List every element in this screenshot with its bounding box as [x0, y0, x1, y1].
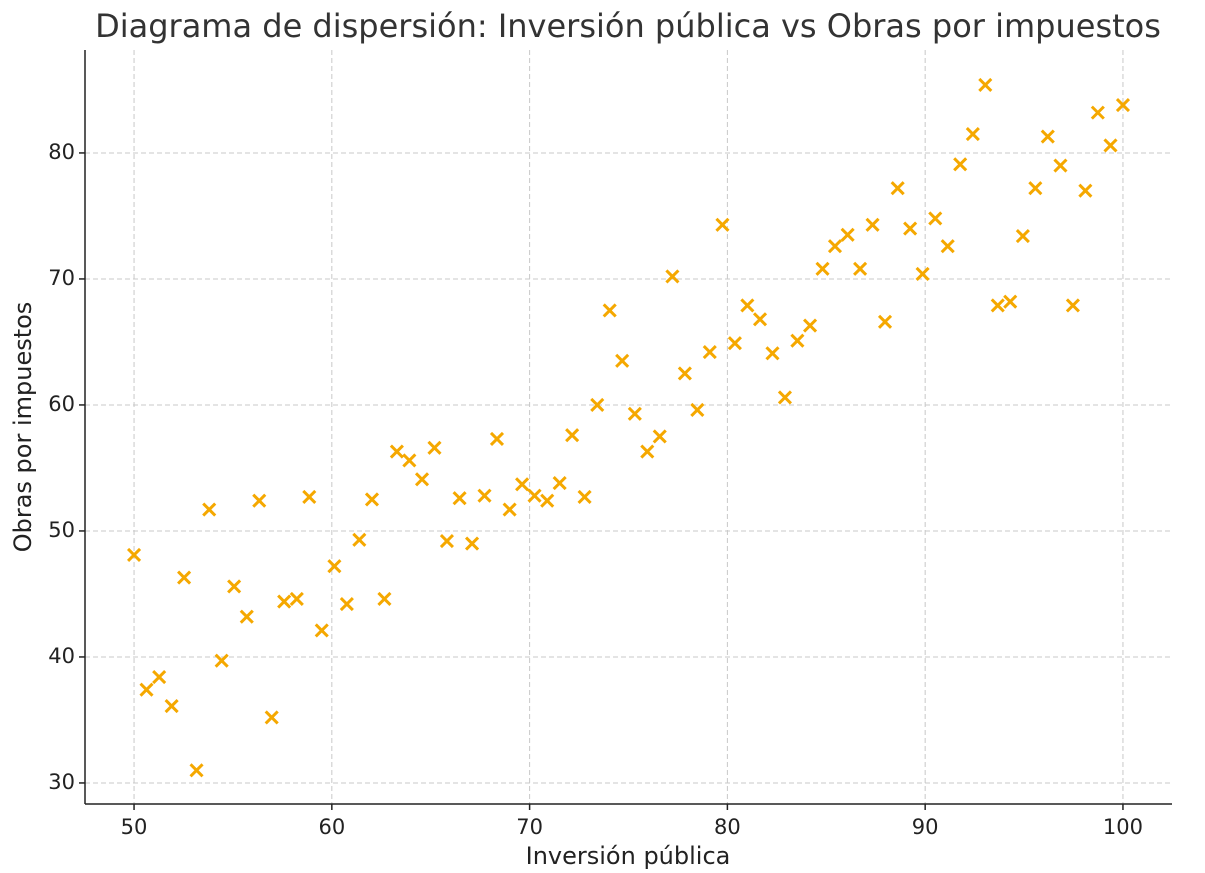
point: [1115, 98, 1131, 113]
x-tick-label: 70: [516, 815, 543, 839]
point: [540, 493, 555, 508]
point: [339, 596, 354, 612]
point: [164, 699, 179, 714]
point: [627, 406, 642, 421]
point: [953, 157, 968, 172]
point: [502, 502, 517, 517]
point: [139, 682, 154, 697]
point: [364, 492, 380, 507]
point: [1053, 158, 1068, 173]
point: [940, 239, 955, 254]
point: [1103, 138, 1118, 153]
point: [915, 266, 930, 281]
point: [965, 126, 980, 142]
point: [815, 261, 830, 276]
point: [803, 318, 818, 333]
point: [252, 493, 267, 508]
point: [677, 366, 692, 381]
point: [402, 453, 417, 468]
point: [1065, 298, 1080, 313]
point: [515, 477, 530, 492]
x-axis-label: Inversión pública: [526, 842, 731, 870]
point: [177, 570, 192, 585]
y-tick-label: 50: [48, 518, 75, 542]
point: [865, 217, 880, 232]
point: [602, 303, 617, 318]
point: [877, 314, 893, 329]
y-tick-label: 70: [48, 266, 75, 290]
point: [690, 402, 705, 418]
y-tick-label: 60: [48, 392, 75, 416]
point: [740, 298, 755, 313]
point: [464, 536, 480, 551]
point: [565, 428, 580, 443]
chart-title: Diagrama de dispersión: Inversión públic…: [95, 7, 1161, 45]
point: [289, 591, 304, 607]
point: [777, 390, 793, 405]
point: [389, 444, 404, 459]
y-tick-label: 80: [48, 140, 75, 164]
point: [214, 653, 229, 668]
point: [439, 533, 454, 549]
point: [1078, 183, 1093, 198]
point: [277, 594, 292, 609]
point: [152, 670, 167, 685]
point: [527, 488, 542, 503]
x-tick-label: 100: [1103, 815, 1143, 839]
point: [552, 476, 567, 491]
point: [227, 579, 242, 594]
x-tick-label: 60: [318, 815, 345, 839]
point: [1003, 294, 1018, 309]
point: [414, 472, 430, 487]
point: [715, 217, 730, 232]
point: [202, 502, 217, 517]
point: [489, 431, 505, 447]
point: [1015, 229, 1030, 244]
point: [752, 312, 768, 327]
point: [264, 710, 279, 725]
point: [1028, 181, 1043, 196]
y-tick-label: 40: [48, 644, 75, 668]
point: [314, 623, 329, 638]
point: [126, 547, 142, 562]
y-tick-label: 30: [48, 770, 75, 794]
point: [189, 763, 204, 778]
point: [302, 489, 317, 504]
point: [477, 488, 492, 503]
point: [665, 269, 680, 284]
x-tick-label: 80: [714, 815, 741, 839]
x-tick-label: 90: [912, 815, 939, 839]
point: [1040, 129, 1055, 144]
point: [928, 211, 943, 226]
point: [1090, 105, 1105, 120]
point: [827, 239, 843, 254]
point: [978, 77, 993, 92]
point: [590, 397, 605, 413]
point: [577, 489, 592, 504]
point: [702, 344, 717, 360]
point: [452, 491, 467, 506]
point: [903, 221, 918, 236]
point: [840, 227, 855, 242]
point: [790, 333, 805, 348]
x-tick-label: 50: [121, 815, 148, 839]
point: [640, 444, 655, 459]
point: [239, 609, 254, 624]
point: [352, 532, 367, 547]
point: [327, 559, 342, 574]
point: [990, 298, 1005, 313]
y-axis-label: Obras por impuestos: [9, 302, 37, 553]
point: [765, 346, 780, 361]
point: [890, 181, 905, 196]
point: [615, 353, 630, 368]
point: [652, 429, 667, 444]
point: [853, 261, 868, 276]
point: [427, 440, 442, 455]
point: [727, 336, 742, 351]
point: [377, 591, 392, 607]
